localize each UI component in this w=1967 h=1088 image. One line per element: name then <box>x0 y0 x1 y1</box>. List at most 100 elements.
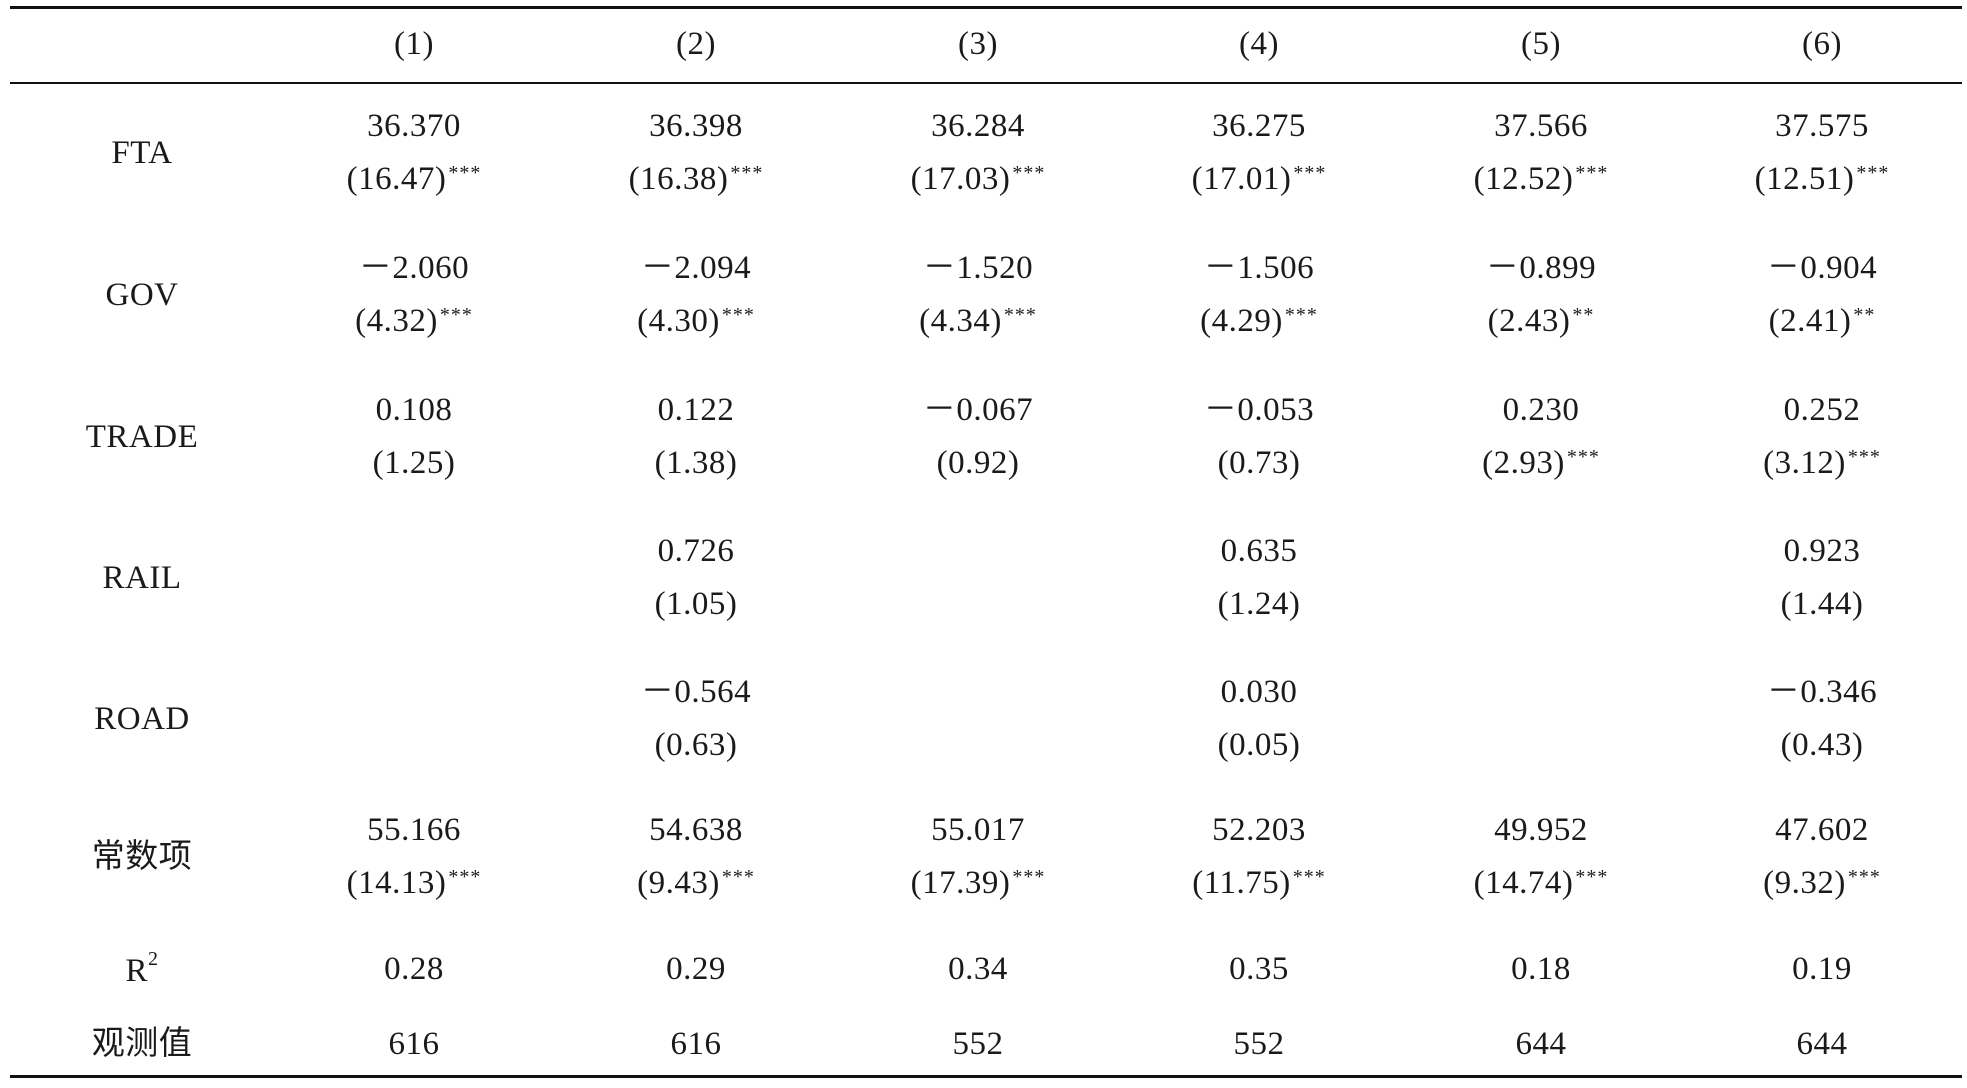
coefficient-cell: －0.067 <box>922 392 1034 428</box>
coefficient-cell: －2.094 <box>640 250 752 286</box>
observations-cell: 616 <box>388 1026 440 1062</box>
significance-stars: *** <box>1012 162 1046 184</box>
observations-cell: 552 <box>1233 1026 1285 1062</box>
tstat-cell: (0.43) <box>1781 729 1864 762</box>
tstat-value: (4.29) <box>1200 303 1283 339</box>
tstat-value: (12.52) <box>1473 161 1574 197</box>
significance-stars: *** <box>1284 304 1318 326</box>
coefficient-cell: －0.053 <box>1203 392 1315 428</box>
significance-stars: *** <box>1575 866 1609 888</box>
tstat-cell: (12.52) *** <box>1474 163 1609 196</box>
tstat-cell: (4.29) *** <box>1200 305 1318 338</box>
significance-stars: *** <box>1003 304 1037 326</box>
tstat-cell: (9.32) *** <box>1763 867 1881 900</box>
tstat-value: (1.38) <box>654 445 738 481</box>
coefficient-cell: 49.952 <box>1494 812 1588 848</box>
r-squared-cell: 0.35 <box>1229 951 1289 987</box>
tstat-cell: (14.74) *** <box>1474 867 1609 900</box>
row-label: FTA <box>111 134 173 171</box>
coefficient-cell: 55.166 <box>367 812 461 848</box>
r-squared-cell: 0.28 <box>384 951 444 987</box>
row-label: GOV <box>105 276 179 313</box>
tstat-cell: (4.34) *** <box>919 305 1037 338</box>
tstat-value: (0.63) <box>654 727 738 763</box>
coefficient-cell: 36.275 <box>1212 108 1306 144</box>
tstat-cell: (9.43) *** <box>637 867 755 900</box>
significance-stars: ** <box>1853 304 1876 326</box>
tstat-value: (2.93) <box>1482 445 1565 481</box>
tstat-value: (17.03) <box>910 161 1011 197</box>
table-top-rule <box>10 6 1962 9</box>
tstat-value: (1.44) <box>1780 586 1864 622</box>
tstat-value: (0.92) <box>936 445 1020 481</box>
coefficient-cell: 0.635 <box>1220 533 1298 569</box>
significance-stars: *** <box>1856 162 1890 184</box>
tstat-cell: (4.32) *** <box>355 305 473 338</box>
coefficient-cell: 36.398 <box>649 108 743 144</box>
tstat-value: (14.13) <box>346 865 447 901</box>
tstat-value: (9.43) <box>637 865 720 901</box>
tstat-value: (4.30) <box>637 303 720 339</box>
row-label: ROAD <box>94 700 190 737</box>
coefficient-cell: 55.017 <box>931 812 1025 848</box>
tstat-cell: (1.24) <box>1218 588 1301 621</box>
tstat-value: (1.24) <box>1217 586 1301 622</box>
coefficient-cell: 0.030 <box>1220 674 1298 710</box>
coefficient-cell: 0.726 <box>657 533 735 569</box>
significance-stars: *** <box>721 866 755 888</box>
tstat-cell: (14.13) *** <box>347 867 482 900</box>
tstat-value: (2.43) <box>1487 303 1571 339</box>
tstat-cell: (4.30) *** <box>637 305 755 338</box>
tstat-value: (16.38) <box>628 161 729 197</box>
tstat-value: (12.51) <box>1754 161 1855 197</box>
tstat-cell: (17.01) *** <box>1192 163 1327 196</box>
significance-stars: *** <box>1847 446 1881 468</box>
tstat-value: (16.47) <box>346 161 447 197</box>
tstat-value: (0.05) <box>1217 727 1301 763</box>
observations-cell: 644 <box>1515 1026 1567 1062</box>
column-header: (6) <box>1802 26 1842 62</box>
observations-cell: 616 <box>670 1026 722 1062</box>
tstat-cell: (0.73) <box>1218 447 1301 480</box>
tstat-value: (4.32) <box>355 303 438 339</box>
coefficient-cell: 0.122 <box>657 392 735 428</box>
table-bottom-rule <box>10 1075 1962 1078</box>
tstat-cell: (3.12) *** <box>1763 447 1881 480</box>
significance-stars: *** <box>1566 446 1600 468</box>
significance-stars: *** <box>1575 162 1609 184</box>
row-label: TRADE <box>85 418 199 455</box>
r-squared-cell: 0.19 <box>1792 951 1852 987</box>
tstat-cell: (12.51) *** <box>1755 163 1890 196</box>
significance-stars: *** <box>448 866 482 888</box>
tstat-cell: (1.05) <box>655 588 738 621</box>
tstat-cell: (0.92) <box>937 447 1020 480</box>
tstat-value: (17.01) <box>1191 161 1292 197</box>
column-header: (1) <box>394 26 434 62</box>
tstat-cell: (0.63) <box>655 729 738 762</box>
column-header: (3) <box>958 26 998 62</box>
coefficient-cell: －0.899 <box>1485 250 1597 286</box>
tstat-cell: (17.39) *** <box>911 867 1046 900</box>
tstat-cell: (2.93) *** <box>1482 447 1600 480</box>
tstat-value: (3.12) <box>1763 445 1846 481</box>
row-label-observations: 观测值 <box>91 1026 193 1062</box>
r-squared-superscript: 2 <box>148 948 159 970</box>
r-squared-cell: 0.18 <box>1511 951 1571 987</box>
coefficient-cell: 36.284 <box>931 108 1025 144</box>
column-header: (5) <box>1521 26 1561 62</box>
tstat-value: (2.41) <box>1768 303 1852 339</box>
coefficient-cell: 0.230 <box>1502 392 1580 428</box>
tstat-value: (0.43) <box>1780 727 1864 763</box>
tstat-value: (14.74) <box>1473 865 1574 901</box>
tstat-cell: (2.43) ** <box>1488 305 1595 338</box>
r-squared-base: R <box>125 953 149 989</box>
row-label-r-squared: R2 <box>125 949 158 989</box>
column-header: (4) <box>1239 26 1279 62</box>
tstat-value: (1.05) <box>654 586 738 622</box>
coefficient-cell: 52.203 <box>1212 812 1306 848</box>
tstat-cell: (11.75) *** <box>1192 867 1326 900</box>
significance-stars: *** <box>730 162 764 184</box>
r-squared-cell: 0.34 <box>948 951 1008 987</box>
tstat-cell: (1.44) <box>1781 588 1864 621</box>
tstat-cell: (1.38) <box>655 447 738 480</box>
